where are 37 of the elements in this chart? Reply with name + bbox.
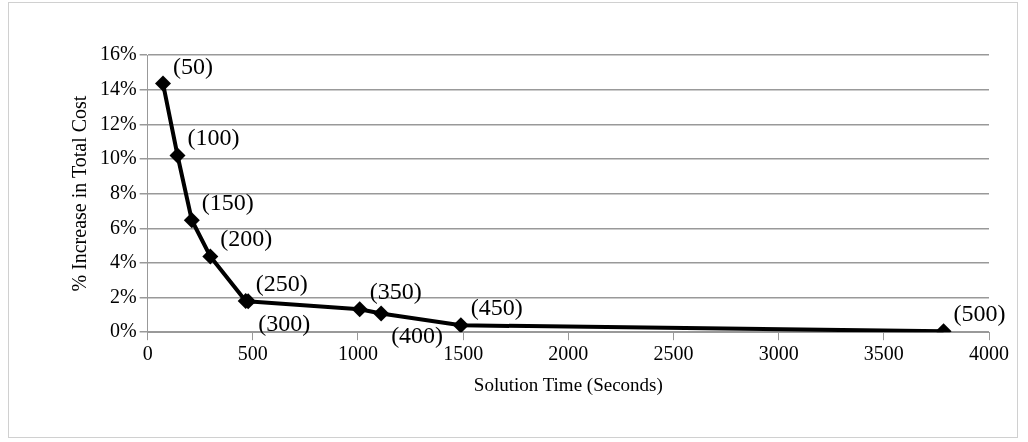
annotation: (350)	[369, 278, 422, 305]
x-axis-title: Solution Time (Seconds)	[473, 373, 663, 396]
annotation: (400)	[391, 322, 444, 349]
annotation: (250)	[255, 270, 308, 297]
x-tick-label: 3500	[863, 342, 904, 365]
x-tick-label: 0	[142, 342, 153, 365]
y-tick-label: 4%	[109, 250, 137, 273]
y-tick-label: 2%	[109, 284, 137, 307]
annotation: (500)	[953, 300, 1006, 327]
y-axis-title: % Increase in Total Cost	[68, 95, 91, 292]
point	[452, 317, 469, 333]
y-tick-label: 12%	[99, 111, 137, 134]
x-tick-label: 1500	[443, 342, 484, 365]
annotation: (300)	[258, 310, 311, 337]
point	[373, 305, 390, 322]
annotation: (50)	[173, 52, 213, 79]
x-tick-label: 4000	[969, 342, 1009, 365]
y-tick-label: 14%	[99, 76, 137, 99]
point	[155, 75, 172, 92]
point	[202, 248, 219, 265]
x-tick-label: 2000	[548, 342, 589, 365]
annotation: (200)	[220, 225, 273, 252]
y-tick-label: 10%	[99, 146, 137, 169]
y-tick-label: 0%	[109, 319, 137, 342]
x-tick-label: 500	[237, 342, 268, 365]
y-tick-label: 8%	[109, 180, 137, 203]
point	[183, 212, 200, 229]
annotation: (450)	[470, 294, 523, 321]
y-tick-label: 6%	[109, 215, 137, 238]
point	[169, 147, 186, 164]
y-tick-label: 16%	[99, 42, 137, 65]
point	[351, 301, 368, 318]
annotation: (100)	[187, 124, 240, 151]
x-tick-label: 3000	[758, 342, 799, 365]
x-tick-label: 2500	[653, 342, 694, 365]
annotation: (150)	[201, 189, 254, 216]
x-tick-label: 1000	[338, 342, 378, 365]
